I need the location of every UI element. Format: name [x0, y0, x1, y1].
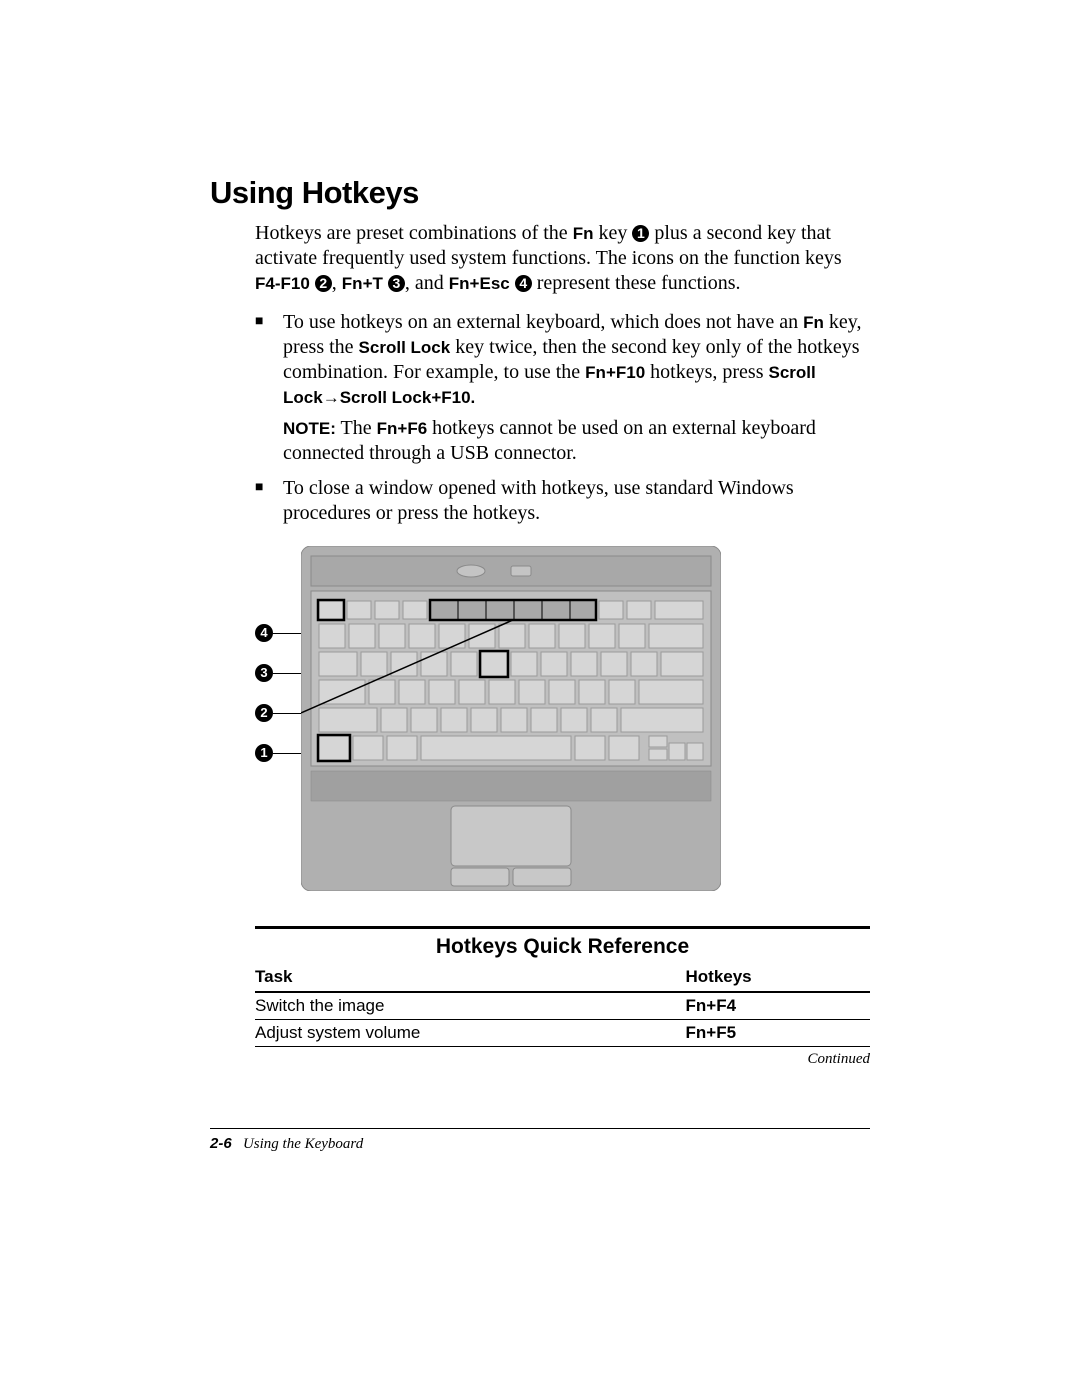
intro-text: key: [593, 222, 632, 244]
table-continued-label: Continued: [255, 1051, 870, 1068]
f4f10-label: F4-F10: [255, 274, 310, 293]
callout-dot: 3: [255, 664, 273, 682]
fnesc-label: Fn+Esc: [449, 274, 510, 293]
table-header-task: Task: [255, 963, 686, 992]
task-cell: Switch the image: [255, 992, 686, 1020]
bullet-item-1: To use hotkeys on an external keyboard, …: [255, 310, 870, 466]
fn-label: Fn: [803, 313, 824, 332]
table-row: Switch the image Fn+F4: [255, 992, 870, 1020]
figure-callout-4: 4: [255, 624, 273, 642]
combo2-label: Scroll Lock+F10.: [340, 388, 476, 407]
figure-callout-2: 2: [255, 704, 273, 722]
callout-4-inline: 4: [515, 275, 532, 292]
table-header-hotkeys: Hotkeys: [686, 963, 871, 992]
footer-page-number: 2-6: [210, 1135, 232, 1152]
intro-text: ,: [332, 272, 342, 294]
callout-1-inline: 1: [632, 225, 649, 242]
fn-key-label: Fn: [573, 224, 594, 243]
callout-3-inline: 3: [388, 275, 405, 292]
fnf10-label: Fn+F10: [585, 363, 645, 382]
keyboard-figure: 4 3 2 1: [255, 546, 870, 896]
task-cell: Adjust system volume: [255, 1020, 686, 1047]
callout-2-inline: 2: [315, 275, 332, 292]
callout-dot: 2: [255, 704, 273, 722]
hotkeys-quick-reference-table: Hotkeys Quick Reference Task Hotkeys Swi…: [255, 926, 870, 1068]
intro-text: , and: [405, 272, 449, 294]
note-text: The: [336, 417, 377, 439]
hotkey-cell: Fn+F5: [686, 1020, 871, 1047]
fnt-label: Fn+T: [342, 274, 383, 293]
figure-callout-1: 1: [255, 744, 273, 762]
figure-callout-3: 3: [255, 664, 273, 682]
laptop-keyboard-illustration: [301, 546, 721, 891]
intro-paragraph: Hotkeys are preset combinations of the F…: [255, 221, 870, 296]
note-label: NOTE:: [283, 419, 336, 438]
bullet-item-2: To close a window opened with hotkeys, u…: [255, 476, 870, 526]
arrow-icon: →: [323, 388, 340, 407]
hotkey-cell: Fn+F4: [686, 992, 871, 1020]
intro-text: represent these functions.: [532, 272, 741, 294]
callout-dot: 4: [255, 624, 273, 642]
scroll-lock-label: Scroll Lock: [359, 338, 451, 357]
bullet1-text: To use hotkeys on an external keyboard, …: [283, 311, 803, 333]
table-title: Hotkeys Quick Reference: [255, 935, 870, 959]
fnf6-label: Fn+F6: [377, 419, 428, 438]
intro-text: Hotkeys are preset combinations of the: [255, 222, 573, 244]
table-row: Adjust system volume Fn+F5: [255, 1020, 870, 1047]
bullet1-text: hotkeys, press: [645, 361, 768, 383]
callout-dot: 1: [255, 744, 273, 762]
footer-chapter-title: Using the Keyboard: [243, 1136, 363, 1152]
page-footer: 2-6 Using the Keyboard: [210, 1135, 870, 1153]
section-heading: Using Hotkeys: [210, 175, 870, 211]
